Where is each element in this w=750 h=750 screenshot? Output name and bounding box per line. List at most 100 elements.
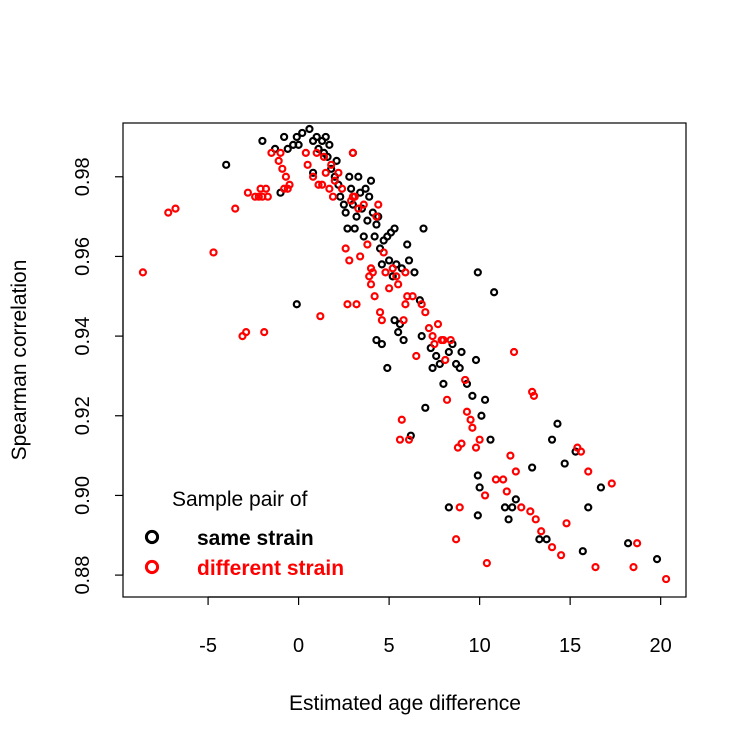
data-point-different-strain xyxy=(430,339,439,349)
data-point-different-strain xyxy=(408,292,417,301)
data-point-same-strain xyxy=(372,220,381,229)
data-point-different-strain xyxy=(171,204,180,213)
data-point-different-strain xyxy=(412,351,421,361)
data-point-same-strain xyxy=(473,268,482,277)
y-axis: 0.88 0.90 0.92 0.94 0.96 0.98 xyxy=(72,157,124,595)
data-point-same-strain xyxy=(350,224,359,233)
data-point-same-strain xyxy=(294,140,303,150)
data-point-different-strain xyxy=(377,316,386,325)
data-point-different-strain xyxy=(164,208,173,217)
data-point-same-strain xyxy=(354,172,363,181)
data-point-same-strain xyxy=(394,328,403,337)
y-tick-label: 0.98 xyxy=(72,157,94,196)
data-point-different-strain xyxy=(337,184,347,193)
data-point-same-strain xyxy=(283,144,292,153)
legend-label-same-strain: same strain xyxy=(197,527,314,550)
data-point-same-strain xyxy=(339,200,348,209)
data-point-different-strain xyxy=(424,324,434,333)
data-point-different-strain xyxy=(509,347,519,357)
data-point-same-strain xyxy=(500,503,510,512)
data-point-different-strain xyxy=(312,148,321,157)
data-point-same-strain xyxy=(366,176,376,185)
data-point-different-strain xyxy=(455,503,464,512)
data-point-different-strain xyxy=(231,204,240,213)
data-point-different-strain xyxy=(482,559,491,568)
data-point-different-strain xyxy=(442,395,452,404)
legend: Sample pair of same strain different str… xyxy=(144,488,344,580)
data-point-different-strain xyxy=(372,212,381,221)
data-point-different-strain xyxy=(629,563,638,572)
data-point-different-strain xyxy=(325,184,334,193)
data-point-same-strain xyxy=(346,184,356,193)
data-point-same-strain xyxy=(455,363,464,373)
data-point-different-strain xyxy=(531,515,540,524)
data-point-different-strain xyxy=(366,264,376,273)
data-point-different-strain xyxy=(341,244,350,253)
data-point-same-strain xyxy=(390,316,399,325)
data-point-different-strain xyxy=(385,284,394,293)
data-point-same-strain xyxy=(439,379,448,388)
data-point-different-strain xyxy=(276,148,285,157)
legend-entry-different-strain: different strain xyxy=(144,557,344,580)
y-tick-label: 0.92 xyxy=(72,396,94,435)
data-point-different-strain xyxy=(421,308,430,317)
data-point-same-strain xyxy=(528,463,537,472)
data-point-same-strain xyxy=(390,224,399,233)
data-point-same-strain xyxy=(410,268,419,277)
data-point-different-strain xyxy=(401,300,410,309)
data-point-same-strain xyxy=(535,535,544,544)
plot-frame xyxy=(122,122,687,598)
data-point-same-strain xyxy=(473,511,482,520)
data-point-same-strain xyxy=(468,391,477,400)
data-point-different-strain xyxy=(462,407,472,416)
data-point-different-strain xyxy=(260,328,269,337)
data-point-same-strain xyxy=(584,503,593,512)
data-point-same-strain xyxy=(298,128,307,138)
legend-marker-different-strain xyxy=(144,559,160,575)
data-point-different-strain xyxy=(359,200,368,209)
data-point-same-strain xyxy=(486,435,495,444)
data-point-different-strain xyxy=(466,415,475,424)
data-point-different-strain xyxy=(661,574,671,584)
data-point-different-strain xyxy=(374,200,383,209)
data-point-different-strain xyxy=(404,435,414,444)
data-point-different-strain xyxy=(499,475,508,484)
y-axis-title: Spearman correlation xyxy=(8,260,31,461)
data-point-different-strain xyxy=(278,164,287,173)
data-point-same-strain xyxy=(596,483,606,492)
data-point-different-strain xyxy=(243,188,253,197)
data-point-different-strain xyxy=(392,272,401,281)
data-point-same-strain xyxy=(312,132,321,142)
data-point-different-strain xyxy=(461,375,470,385)
data-point-different-strain xyxy=(451,535,461,544)
data-point-different-strain xyxy=(433,320,443,329)
data-point-same-strain xyxy=(432,351,441,361)
data-point-same-strain xyxy=(444,503,453,512)
data-point-same-strain xyxy=(403,240,412,249)
data-point-different-strain xyxy=(348,148,358,157)
data-point-different-strain xyxy=(354,204,363,213)
data-point-different-strain xyxy=(388,264,397,273)
data-point-same-strain xyxy=(292,132,301,142)
data-point-different-strain xyxy=(263,192,272,201)
data-point-different-strain xyxy=(401,268,410,277)
data-point-different-strain xyxy=(502,487,511,496)
data-point-different-strain xyxy=(397,415,406,424)
x-tick-label: 10 xyxy=(469,635,491,657)
legend-marker-same-strain xyxy=(144,529,160,545)
data-point-different-strain xyxy=(303,160,312,169)
data-point-same-strain xyxy=(361,184,370,193)
data-point-same-strain xyxy=(292,300,301,309)
data-point-same-strain xyxy=(336,192,345,201)
data-point-same-strain xyxy=(363,216,372,225)
data-point-different-strain xyxy=(468,423,477,432)
data-point-same-strain xyxy=(323,152,332,161)
data-point-same-strain xyxy=(356,188,365,197)
data-point-same-strain xyxy=(345,172,354,181)
data-point-different-strain xyxy=(261,184,271,193)
data-point-different-strain xyxy=(301,148,310,157)
data-point-same-strain xyxy=(305,124,314,134)
data-point-same-strain xyxy=(428,363,437,373)
data-point-same-strain xyxy=(370,232,379,241)
